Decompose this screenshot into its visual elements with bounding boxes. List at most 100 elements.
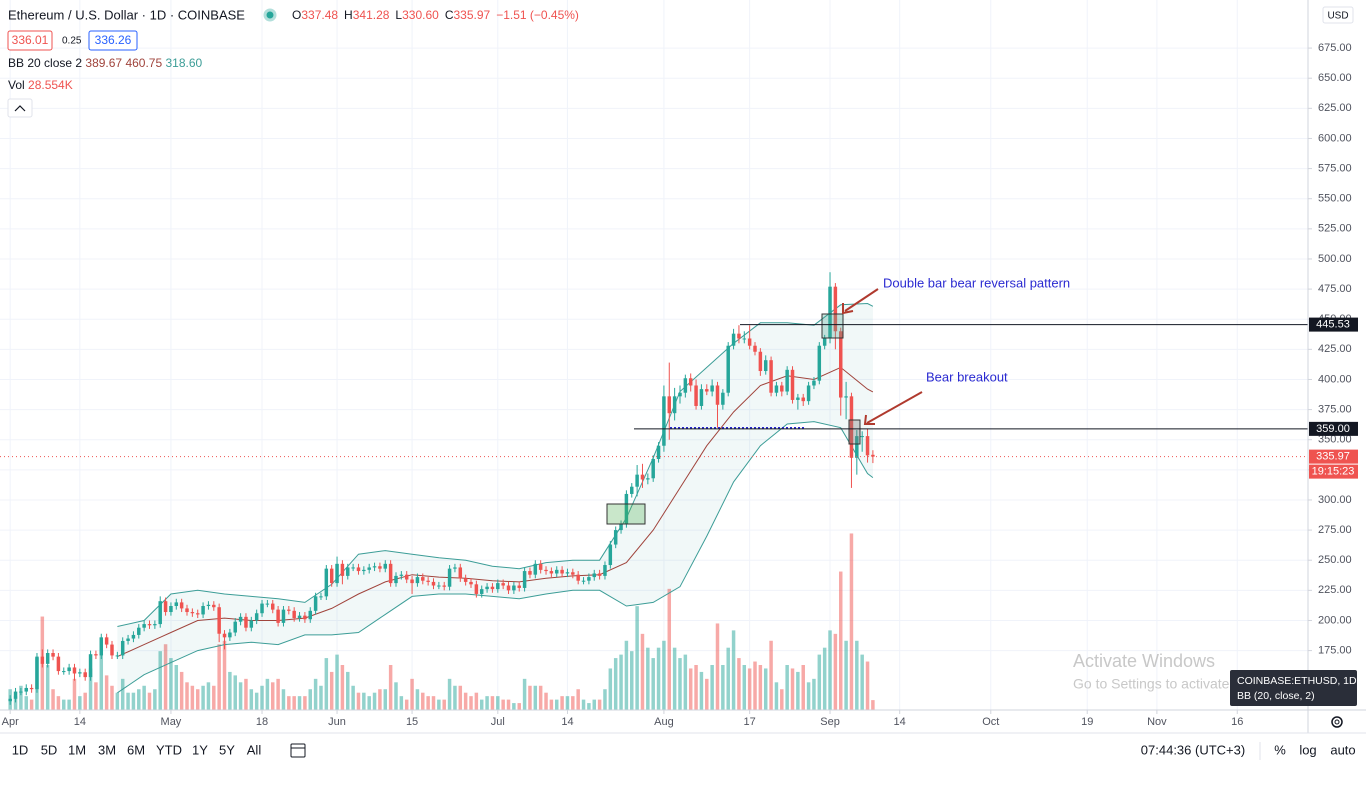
volume-bar xyxy=(592,699,596,710)
x-tick-label: 14 xyxy=(561,716,573,728)
x-tick-label: Oct xyxy=(982,716,999,728)
range-button[interactable]: 3M xyxy=(98,742,116,757)
candle-body xyxy=(137,627,141,635)
volume-bar xyxy=(120,678,125,710)
range-button[interactable]: 6M xyxy=(127,742,145,757)
volume-bar xyxy=(849,533,854,710)
candle-body xyxy=(485,586,489,590)
ohlc-value: 330.60 xyxy=(402,8,439,22)
volume-bar xyxy=(726,647,730,710)
log-toggle[interactable]: log xyxy=(1299,742,1316,757)
candle-body xyxy=(222,633,227,638)
last-price-label: 335.97 xyxy=(1316,451,1350,463)
candle-body xyxy=(726,345,730,393)
volume-bar xyxy=(45,665,50,710)
volume-bar xyxy=(104,675,109,710)
volume-bar xyxy=(865,661,870,710)
candle-body xyxy=(388,563,393,584)
range-button[interactable]: 5Y xyxy=(219,742,235,757)
volume-bar xyxy=(24,696,28,710)
volume-bar xyxy=(335,654,339,710)
candle-body xyxy=(479,589,484,594)
volume-bar xyxy=(801,665,805,710)
level-label: 445.53 xyxy=(1316,319,1350,331)
volume-bar xyxy=(190,685,195,710)
range-button[interactable]: YTD xyxy=(156,742,182,757)
candle-body xyxy=(233,621,237,633)
arrow-head xyxy=(842,303,854,315)
volume-bar xyxy=(313,678,318,710)
candle-body xyxy=(522,571,527,588)
volume-bar xyxy=(758,665,763,710)
volume-bar xyxy=(506,699,511,710)
volume-bar xyxy=(651,658,655,710)
range-button[interactable]: 1D xyxy=(12,742,29,757)
date-range-button[interactable] xyxy=(290,743,306,758)
symbol-title: Ethereum / U.S. Dollar · 1D · COINBASE xyxy=(8,7,245,22)
candle-body xyxy=(372,566,377,568)
volume-bar xyxy=(67,699,71,710)
volume-bar xyxy=(238,682,243,710)
volume-bar xyxy=(447,678,452,710)
candle-body xyxy=(104,637,109,645)
candle-body xyxy=(254,613,259,621)
settings-button[interactable] xyxy=(1331,716,1343,728)
volume-bar xyxy=(613,658,618,710)
percent-toggle[interactable]: % xyxy=(1274,742,1286,757)
volume-bar xyxy=(640,633,645,710)
volume-bar xyxy=(828,630,832,710)
candle-body xyxy=(356,567,361,572)
candle-body xyxy=(474,584,479,594)
candle-body xyxy=(308,610,312,620)
candle-body xyxy=(780,385,784,392)
candle-body xyxy=(281,609,286,623)
candle-body xyxy=(763,360,768,372)
volume-bar xyxy=(571,696,575,710)
highlight-box xyxy=(606,503,646,525)
candle-body xyxy=(512,585,516,591)
volume-bar xyxy=(796,671,800,710)
candle-body xyxy=(683,378,688,393)
volume-bar xyxy=(292,696,296,710)
volume-bar xyxy=(340,665,345,710)
candle-body xyxy=(506,585,511,591)
candle-body xyxy=(78,672,82,674)
candle-body xyxy=(721,392,725,405)
bid-box xyxy=(7,30,53,51)
candle-body xyxy=(528,571,532,575)
volume-bar xyxy=(785,665,789,710)
x-tick-label: Sep xyxy=(820,716,840,728)
candle-body xyxy=(624,493,629,525)
range-button[interactable]: 1M xyxy=(68,742,86,757)
volume-bar xyxy=(88,668,93,710)
candle-body xyxy=(839,331,843,398)
x-tick-label: 15 xyxy=(406,716,418,728)
annotation: Double bar bear reversal pattern xyxy=(883,275,1070,290)
candle-body xyxy=(88,654,93,678)
range-button[interactable]: All xyxy=(247,742,262,757)
currency-box[interactable] xyxy=(1322,6,1354,24)
collapse-button[interactable] xyxy=(7,98,33,118)
candle-body xyxy=(67,667,71,672)
candle-body xyxy=(742,338,747,340)
candle-body xyxy=(613,530,618,545)
bb-basis-value: 389.67 xyxy=(85,56,122,70)
auto-toggle[interactable]: auto xyxy=(1330,742,1355,757)
candle-body xyxy=(40,656,45,664)
range-button[interactable]: 1Y xyxy=(192,742,208,757)
candle-body xyxy=(501,583,505,586)
candle-body xyxy=(737,333,741,339)
candle-body xyxy=(533,563,538,575)
volume-bar xyxy=(142,685,146,710)
candle-body xyxy=(871,454,875,457)
volume-bar xyxy=(137,689,141,710)
volume-bar xyxy=(517,703,521,710)
range-button[interactable]: 5D xyxy=(41,742,58,757)
candle-body xyxy=(469,581,473,585)
clock[interactable]: 07:44:36 (UTC+3) xyxy=(1141,742,1245,757)
volume-bar xyxy=(319,685,323,710)
volume-bar xyxy=(747,668,752,710)
candle-body xyxy=(126,638,130,641)
drawings-layer: Double bar bear reversal pattern Bear br… xyxy=(0,275,1308,525)
